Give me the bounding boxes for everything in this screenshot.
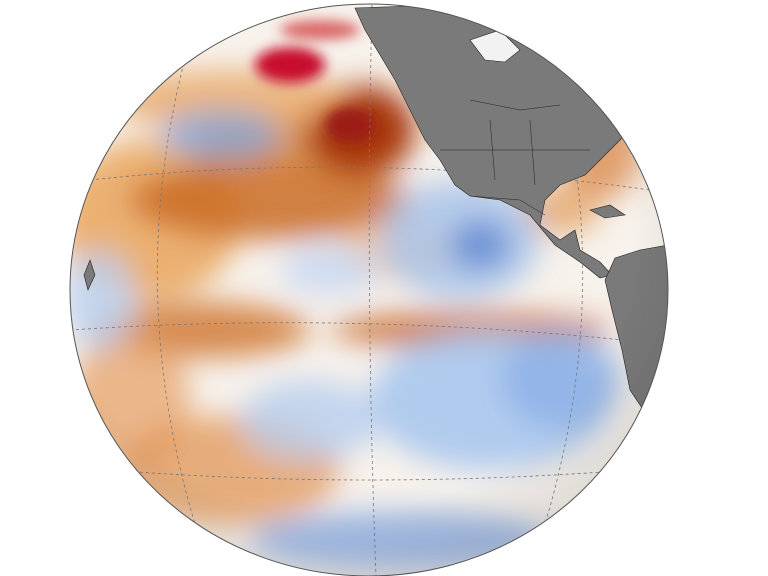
globe-outline <box>69 3 669 576</box>
ocean-anomaly <box>70 4 668 576</box>
globe-shade <box>70 4 668 576</box>
